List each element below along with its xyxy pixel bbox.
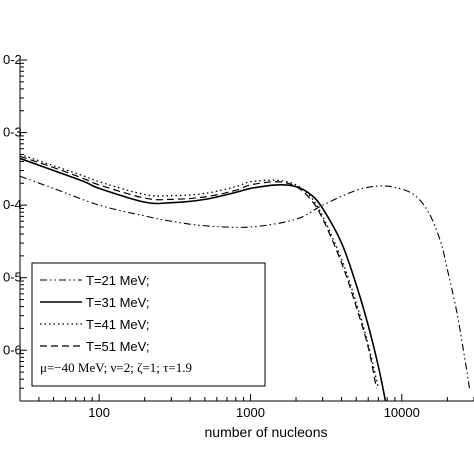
x-axis-title: number of nucleons	[205, 424, 328, 440]
legend-label-2: T=31 MeV;	[86, 295, 149, 310]
x-ticks: 100 1000 10000	[19, 394, 474, 420]
legend: T=21 MeV; T=31 MeV; T=41 MeV; T=51 MeV; μ=−…	[31, 262, 266, 387]
y-tick-label: 0-6	[3, 342, 22, 357]
legend-label-4: T=51 MeV;	[86, 339, 149, 354]
series-group	[19, 153, 471, 402]
legend-label-1: T=21 MeV;	[86, 273, 149, 288]
y-ticks: 0-2 0-3 0-4 0-5 0-6	[3, 52, 27, 402]
legend-entries: T=21 MeV; T=31 MeV; T=41 MeV; T=51 MeV;	[40, 273, 149, 354]
plot-frame-group	[19, 60, 474, 402]
legend-label-3: T=41 MeV;	[86, 317, 149, 332]
series-line-4	[19, 155, 378, 389]
legend-params: μ=−40 MeV; ν=2; ζ=1; τ=1.9	[40, 360, 192, 375]
x-tick-label: 1000	[236, 405, 265, 420]
series-line-3	[19, 153, 379, 389]
x-tick-label: 100	[88, 405, 110, 420]
y-tick-label: 0-2	[3, 52, 22, 67]
x-tick-label: 10000	[384, 405, 420, 420]
y-tick-label: 0-4	[3, 197, 22, 212]
y-tick-label: 0-3	[3, 125, 22, 140]
series-line-1	[19, 175, 471, 389]
series-line-2	[19, 157, 387, 402]
legend-box	[31, 262, 266, 387]
y-tick-label: 0-5	[3, 270, 22, 285]
